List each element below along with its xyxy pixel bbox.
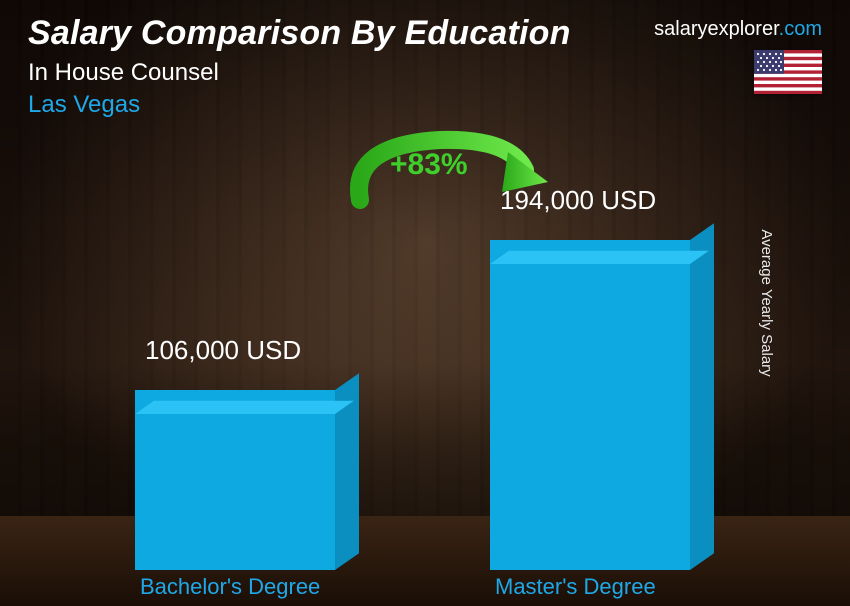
increase-indicator: +83% [330,130,560,210]
bar [490,240,690,570]
chart-subtitle: In House Counsel [28,59,822,87]
brand-name: salaryexplorer [654,18,779,40]
bar [135,390,335,570]
chart-location: Las Vegas [28,91,822,119]
bar-value-label: 106,000 USD [145,335,301,366]
increase-percentage: +83% [390,148,468,182]
bar-category-label: Master's Degree [495,574,656,600]
bar-front [490,240,690,570]
bar-top [490,251,709,264]
bar-front [135,390,335,570]
bar-category-label: Bachelor's Degree [140,574,320,600]
chart-container: Salary Comparison By Education In House … [0,0,850,606]
bar-side [690,223,714,570]
brand-suffix: .com [779,18,822,40]
brand-label: salaryexplorer.com [654,18,822,41]
usa-flag-icon [754,50,822,94]
bar-top [135,401,354,414]
